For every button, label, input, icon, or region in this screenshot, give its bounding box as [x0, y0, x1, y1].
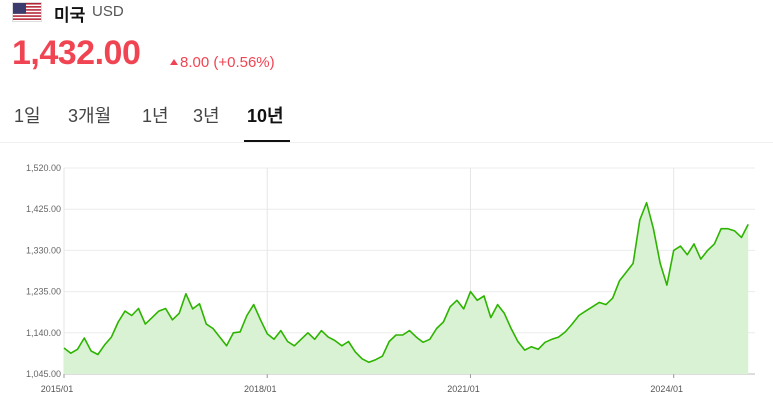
y-tick-label: 1,330.00 — [26, 245, 61, 255]
us-flag-icon — [12, 2, 42, 22]
tab-10y[interactable]: 10년 — [247, 106, 284, 126]
tab-1d[interactable]: 1일 — [14, 106, 41, 126]
x-tick-label: 2018/01 — [244, 384, 277, 394]
x-tick-label: 2015/01 — [41, 384, 74, 394]
y-tick-label: 1,520.00 — [26, 163, 61, 173]
y-tick-label: 1,235.00 — [26, 287, 61, 297]
series-area — [64, 202, 749, 374]
currency-code: USD — [92, 3, 124, 20]
country-name: 미국 — [54, 6, 86, 25]
y-tick-label: 1,045.00 — [26, 369, 61, 379]
active-tab-indicator — [244, 140, 290, 142]
y-tick-label: 1,140.00 — [26, 328, 61, 338]
divider — [0, 142, 773, 143]
tab-3m[interactable]: 3개월 — [68, 106, 112, 126]
up-arrow-icon — [170, 59, 178, 65]
x-tick-label: 2024/01 — [650, 384, 683, 394]
x-tick-label: 2021/01 — [447, 384, 480, 394]
price-change-value: 8.00 (+0.56%) — [180, 54, 275, 71]
price-change: 8.00 (+0.56%) — [170, 54, 275, 71]
y-tick-label: 1,425.00 — [26, 204, 61, 214]
tab-3y[interactable]: 3년 — [193, 106, 220, 126]
current-price: 1,432.00 — [12, 34, 141, 72]
series-line — [63, 201, 749, 364]
tab-1y[interactable]: 1년 — [142, 106, 169, 126]
exchange-rate-chart: 1,045.00 1,140.00 1,235.00 1,330.00 1,425.00… — [26, 163, 755, 394]
